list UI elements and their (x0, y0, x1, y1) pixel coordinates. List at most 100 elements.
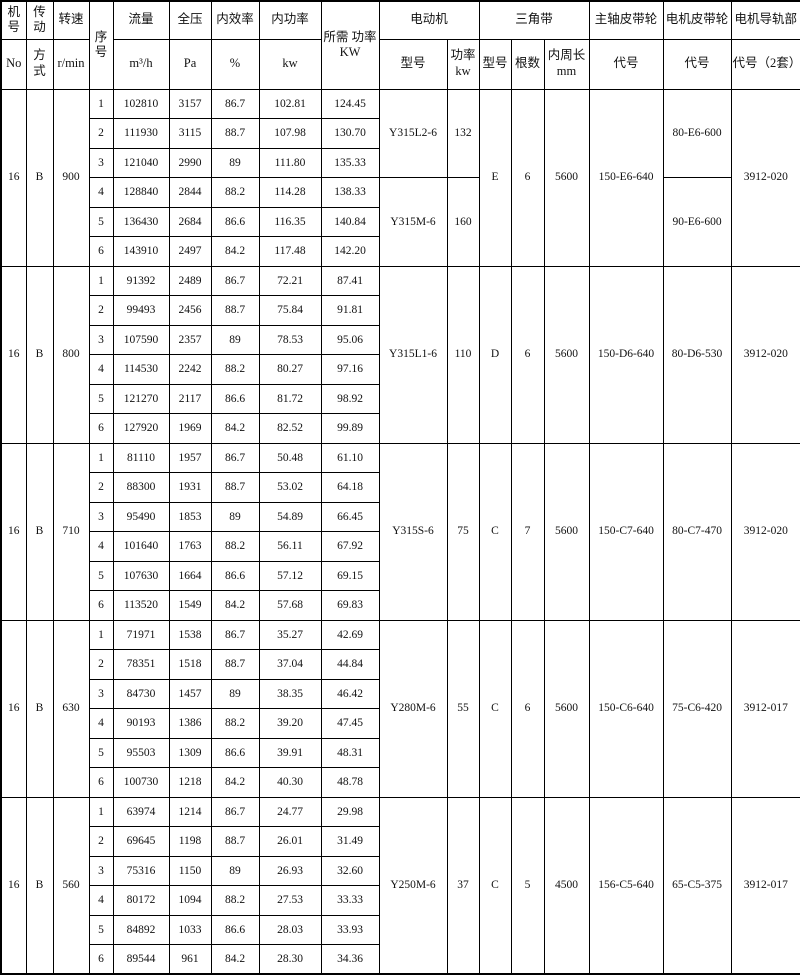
cell: 28.03 (258, 914, 322, 945)
data-row: 3 75316 1150 89 26.93 32.60 (1, 855, 800, 886)
cell: 90-E6-600 (662, 177, 732, 267)
cell: 16 (0, 796, 27, 975)
cell: 630 (52, 619, 90, 798)
cell: 2456 (168, 295, 212, 326)
cell: 80-C7-470 (662, 442, 732, 621)
cell: B (25, 88, 54, 267)
data-row: 6 127920 1969 84.2 82.52 99.89 (1, 413, 800, 444)
cell: 5600 (543, 265, 590, 444)
cell: 69.83 (320, 590, 380, 621)
cell: 65-C5-375 (662, 796, 732, 975)
header-row: No 方式 r/min m³/h Pa % kw 型号 功率 kw 型号 根数 … (0, 38, 800, 90)
cell: 107590 (112, 324, 170, 355)
cell: 80-D6-530 (662, 265, 732, 444)
cell: C (478, 619, 512, 798)
header-cell: 方式 (25, 38, 54, 90)
cell: 5600 (543, 88, 590, 267)
cell: 5 (88, 914, 114, 945)
cell: 143910 (112, 236, 170, 267)
cell: 710 (52, 442, 90, 621)
header-cell: r/min (52, 38, 90, 90)
cell: 29.98 (320, 796, 380, 827)
cell: 72.21 (258, 265, 322, 296)
cell: 42.69 (320, 619, 380, 650)
cell: 1931 (168, 472, 212, 503)
cell: 3 (88, 147, 114, 178)
cell: 32.60 (320, 855, 380, 886)
cell: 44.84 (320, 649, 380, 680)
cell: 160 (446, 177, 480, 267)
cell: 39.20 (258, 708, 322, 739)
cell: 84.2 (210, 590, 260, 621)
cell: 116.35 (258, 206, 322, 237)
cell: 3912-020 (730, 88, 800, 267)
cell: 121270 (112, 383, 170, 414)
cell: B (25, 796, 54, 975)
cell: 56.11 (258, 531, 322, 562)
cell: 86.6 (210, 560, 260, 591)
cell: 1214 (168, 796, 212, 827)
cell: 78351 (112, 649, 170, 680)
cell: 2117 (168, 383, 212, 414)
cell: 75-C6-420 (662, 619, 732, 798)
cell: 4 (88, 177, 114, 208)
cell: 50.48 (258, 442, 322, 473)
cell: 34.36 (320, 944, 380, 975)
cell: 88.7 (210, 826, 260, 857)
table-header: 机号 传动 转速 序号 流量 全压 内效率 内功率 所需 功率 KW 电动机 三… (0, 0, 800, 90)
cell: 69645 (112, 826, 170, 857)
header-cell: 转速 (52, 0, 90, 40)
cell: 69.15 (320, 560, 380, 591)
cell: 84.2 (210, 767, 260, 798)
header-cell: 型号 (478, 38, 512, 90)
cell: 16 (0, 619, 27, 798)
cell: Y250M-6 (378, 796, 448, 975)
cell: 560 (52, 796, 90, 975)
cell: 47.45 (320, 708, 380, 739)
cell: 124.45 (320, 88, 380, 119)
cell: 57.68 (258, 590, 322, 621)
cell: 4 (88, 354, 114, 385)
header-cell: Pa (168, 38, 212, 90)
cell: 89 (210, 324, 260, 355)
cell: 1 (88, 619, 114, 650)
cell: 40.30 (258, 767, 322, 798)
cell: D (478, 265, 512, 444)
cell: 91.81 (320, 295, 380, 326)
data-row: 16 B 560 1 63974 1214 86.7 24.77 29.98 Y250M-6 37 C… (0, 796, 800, 975)
cell: 6 (88, 944, 114, 975)
cell: 46.42 (320, 678, 380, 709)
cell: 1957 (168, 442, 212, 473)
cell: 88.7 (210, 118, 260, 149)
cell: 2 (88, 118, 114, 149)
cell: 3157 (168, 88, 212, 119)
cell: 37 (446, 796, 480, 975)
cell: 88.7 (210, 472, 260, 503)
cell: 117.48 (258, 236, 322, 267)
cell: 2 (88, 472, 114, 503)
cell: 1 (88, 88, 114, 119)
cell: 67.92 (320, 531, 380, 562)
data-row: 4 101640 1763 88.2 56.11 67.92 (1, 531, 800, 562)
cell: Y315L2-6 (378, 88, 448, 178)
header-cell: 代号 (662, 38, 732, 90)
cell: 107.98 (258, 118, 322, 149)
cell: 1 (88, 265, 114, 296)
cell: 150-D6-640 (588, 265, 664, 444)
cell: 1538 (168, 619, 212, 650)
cell: 63974 (112, 796, 170, 827)
cell: 88300 (112, 472, 170, 503)
header-cell: 型号 (378, 38, 448, 90)
cell: B (25, 619, 54, 798)
cell: 6 (510, 88, 545, 267)
cell: 1 (88, 442, 114, 473)
header-cell: 全压 (168, 0, 212, 40)
cell: 1664 (168, 560, 212, 591)
cell: 75316 (112, 855, 170, 886)
cell: 88.7 (210, 295, 260, 326)
data-row: 2 99493 2456 88.7 75.84 91.81 (1, 295, 800, 326)
cell: 111930 (112, 118, 170, 149)
cell: 26.01 (258, 826, 322, 857)
cell: 100730 (112, 767, 170, 798)
